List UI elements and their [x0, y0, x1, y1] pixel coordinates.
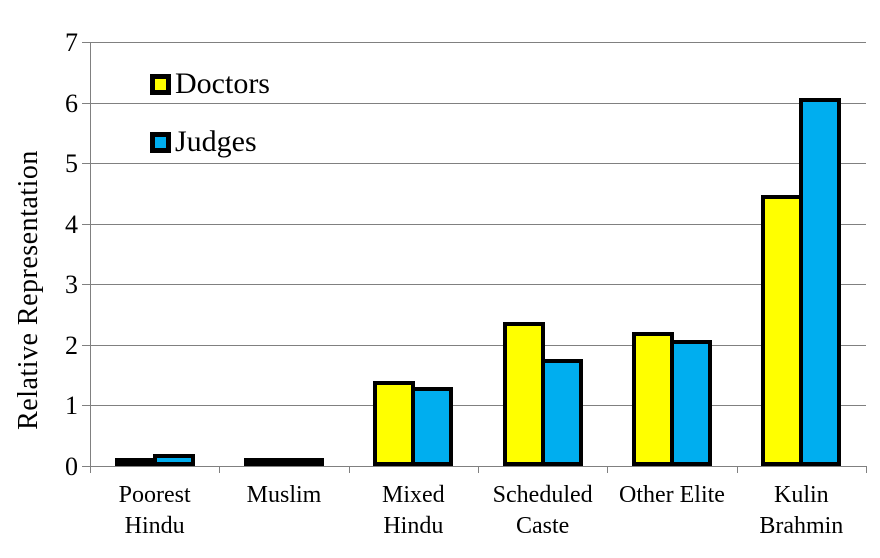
bar-judges-1	[282, 458, 324, 466]
y-tick-mark-0	[82, 466, 90, 467]
x-axis-label-line: Hindu	[383, 513, 444, 539]
bar-doctors-5	[761, 195, 804, 466]
gridline-4	[90, 223, 866, 225]
bar-judges-0	[152, 454, 195, 466]
legend-label-judges: Judges	[175, 125, 257, 158]
x-tick-mark-3	[478, 466, 479, 473]
x-tick-mark-0	[90, 466, 91, 473]
gridline-6	[90, 102, 866, 104]
legend-label-doctors: Doctors	[175, 67, 270, 100]
x-axis-label-line: Kulin	[773, 482, 829, 508]
x-axis-label-3: Scheduled Caste	[468, 480, 617, 542]
bar-doctors-1	[244, 458, 286, 466]
x-tick-mark-1	[219, 466, 221, 473]
bar-doctors-0	[114, 458, 157, 466]
y-tick-label-2: 2	[65, 330, 78, 360]
y-tick-mark-6	[82, 102, 90, 104]
legend-item-doctors: Doctors	[150, 68, 270, 100]
gridline-2	[90, 344, 866, 346]
gridline-1	[90, 405, 866, 407]
x-tick-mark-4	[607, 466, 609, 473]
bar-judges-2	[411, 387, 454, 466]
bar-doctors-3	[502, 322, 545, 466]
x-axis-label-5: Kulin Brahmin	[727, 480, 876, 542]
gridline-7	[90, 42, 866, 43]
y-tick-label-3: 3	[65, 270, 78, 300]
x-tick-mark-2	[348, 466, 350, 473]
x-axis-label-line: Muslim	[246, 482, 322, 508]
x-axis-label-line: Scheduled	[492, 482, 593, 508]
gridline-5	[90, 163, 866, 165]
bar-judges-5	[799, 98, 842, 466]
x-axis-label-1: Muslim	[209, 480, 358, 511]
y-tick-mark-4	[82, 223, 90, 225]
bar-doctors-4	[632, 332, 674, 466]
y-tick-mark-3	[82, 284, 90, 286]
bar-judges-3	[540, 359, 583, 466]
y-tick-label-0: 0	[65, 452, 78, 481]
y-tick-label-6: 6	[65, 88, 78, 118]
x-axis-label-4: Other Elite	[597, 480, 746, 511]
gridline-3	[90, 284, 866, 286]
y-axis-line	[90, 42, 91, 473]
y-tick-mark-2	[82, 344, 90, 346]
y-tick-label-5: 5	[65, 149, 78, 179]
x-axis-label-line: Caste	[516, 513, 570, 539]
y-tick-mark-7	[82, 42, 90, 43]
bar-doctors-2	[373, 381, 416, 466]
legend-swatch-doctors	[150, 73, 171, 95]
y-tick-label-1: 1	[65, 391, 78, 421]
x-axis-label-line: Mixed	[381, 482, 445, 508]
x-tick-mark-5	[736, 466, 738, 473]
y-tick-mark-1	[82, 405, 90, 407]
x-axis-label-line: Poorest	[118, 482, 191, 508]
y-tick-label-4: 4	[65, 209, 78, 239]
x-axis-label-line: Other Elite	[619, 482, 725, 508]
y-tick-mark-5	[82, 163, 90, 165]
x-axis-label-line: Hindu	[124, 513, 185, 539]
x-tick-mark-6	[866, 466, 867, 473]
x-axis-label-2: Mixed Hindu	[339, 480, 488, 542]
x-axis-label-line: Brahmin	[759, 513, 844, 539]
x-axis-label-0: Poorest Hindu	[80, 480, 229, 542]
y-tick-label-7: 7	[65, 28, 78, 57]
legend-swatch-judges	[150, 131, 171, 153]
legend-item-judges: Judges	[150, 126, 257, 158]
bar-judges-4	[670, 340, 712, 466]
